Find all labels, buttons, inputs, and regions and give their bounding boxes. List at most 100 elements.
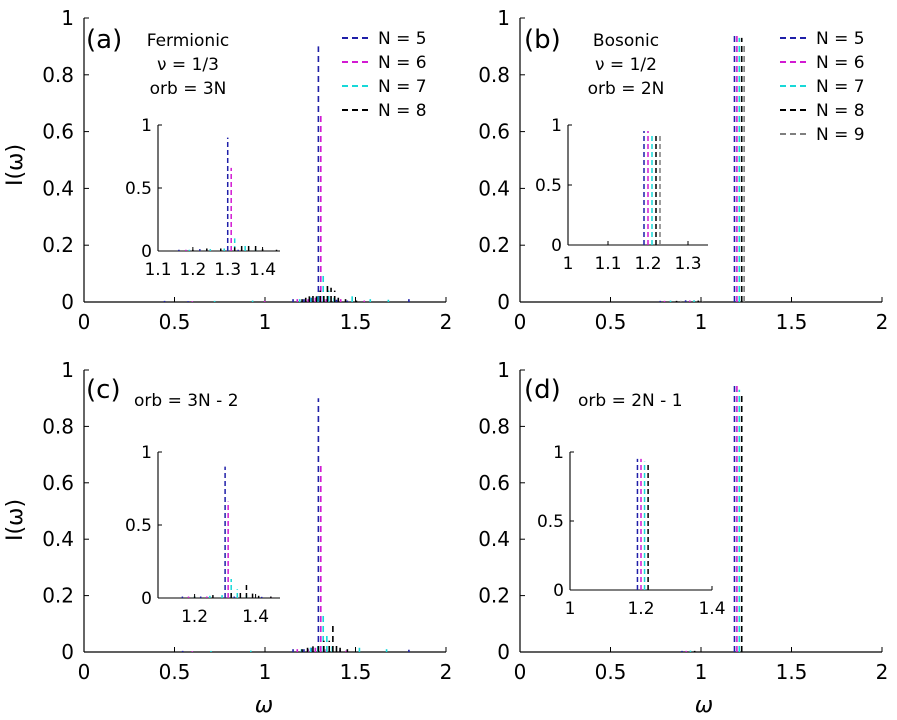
y-tick-label: 0.8 xyxy=(42,414,74,438)
inset-y-tick-label: 1 xyxy=(141,443,152,463)
inset-c: 1.2 1.4 0 0.5 1 xyxy=(125,443,280,627)
inset-x-tick-label: 1.2 xyxy=(181,607,208,627)
y-tick-label: 0.6 xyxy=(478,120,510,144)
series-n=7 xyxy=(689,389,741,652)
inset-y-tick-label: 0.5 xyxy=(125,179,152,199)
x-tick-label: 1 xyxy=(695,310,708,334)
legend-label: N = 5 xyxy=(816,29,865,49)
series-n=8 xyxy=(693,395,743,652)
x-tick-label: 1.5 xyxy=(340,660,372,684)
inset-y-tick-label: 0.5 xyxy=(535,176,562,196)
inset-a: 1.1 1.2 1.3 1.4 0 0.5 1 xyxy=(125,116,280,280)
inset-y-tick-label: 0.5 xyxy=(537,512,564,532)
annotation: Fermionic xyxy=(147,31,230,51)
y-axis-label-bottom: I(ω) xyxy=(3,499,28,541)
y-tick-label: 0.6 xyxy=(42,471,74,495)
x-tick-label: 0 xyxy=(514,310,527,334)
legend-label: N = 8 xyxy=(378,101,427,121)
inset-x-tick-label: 1.2 xyxy=(179,260,206,280)
panel-label: (a) xyxy=(86,25,122,55)
series-n=6 xyxy=(663,32,738,302)
annotation: ν = 1/2 xyxy=(595,55,657,75)
annotation: ν = 1/3 xyxy=(157,55,219,75)
x-tick-label: 2 xyxy=(440,310,453,334)
x-tick-label: 2 xyxy=(876,310,889,334)
panel-c: 0 0.5 1 1.5 2 0 0.2 0.4 0.6 0.8 1 (c) orb = 3N - 2 1.… xyxy=(42,358,452,684)
inset-y-tick-label: 1 xyxy=(553,443,564,463)
series-n=8 xyxy=(675,37,743,302)
series-n=6 xyxy=(685,384,738,652)
y-tick-label: 0.6 xyxy=(42,120,74,144)
series-n=6 xyxy=(191,465,347,652)
inset-x-tick-label: 1 xyxy=(565,599,576,619)
panel-d: 0 0.5 1 1.5 200.20.40.60.81(d) orb = 2N - 11 1… xyxy=(478,358,888,684)
y-tick-label: 1 xyxy=(497,6,510,30)
x-axis-label-right: ω xyxy=(695,693,713,718)
inset-x-tick-label: 1.4 xyxy=(698,599,725,619)
series-n=5 xyxy=(181,398,410,652)
inset-b: 1 1.1 1.2 1.3 0 0.5 1 xyxy=(535,116,708,274)
inset-y-tick-label: 0 xyxy=(141,589,152,609)
inset-x-tick-label: 1.2 xyxy=(634,254,661,274)
inset-x-tick-label: 1.3 xyxy=(214,260,241,280)
annotation: orb = 3N xyxy=(150,79,227,99)
inset-x-tick-label: 1.4 xyxy=(242,607,269,627)
x-tick-label: 2 xyxy=(876,660,889,684)
series-n=6 xyxy=(191,114,366,302)
y-tick-label: 0.4 xyxy=(42,176,74,200)
series-n=8 xyxy=(301,623,349,652)
inset-x-tick-label: 1 xyxy=(563,254,574,274)
inset-y-tick-label: 0.5 xyxy=(125,516,152,536)
y-tick-label: 0.2 xyxy=(478,233,510,257)
x-tick-label: 0.5 xyxy=(159,310,191,334)
inset-y-tick-label: 1 xyxy=(551,116,562,136)
panel-label: (d) xyxy=(524,375,561,405)
series-n=8 xyxy=(301,284,358,302)
y-tick-label: 0.2 xyxy=(42,233,74,257)
y-tick-label: 0 xyxy=(497,290,510,314)
inset-y-tick-label: 1 xyxy=(141,116,152,136)
panel-label: (c) xyxy=(86,375,121,405)
x-tick-label: 1 xyxy=(695,660,708,684)
series-n=5 xyxy=(681,384,736,652)
y-tick-label: 0.2 xyxy=(42,584,74,608)
inset-x-tick-label: 1.1 xyxy=(594,254,621,274)
y-tick-label: 0 xyxy=(61,290,74,314)
series-n=5 xyxy=(659,32,736,302)
series-n=7 xyxy=(669,37,741,302)
inset-d: 1 1.2 1.4 0 0.5 1 xyxy=(537,443,726,619)
x-axis-label-left: ω xyxy=(255,693,273,718)
series-n=9 xyxy=(679,43,745,302)
y-tick-label: 0.6 xyxy=(478,471,510,495)
y-tick-label: 1 xyxy=(61,358,74,382)
annotation: Bosonic xyxy=(593,31,659,51)
panel-a: 0 0.5 1 1.5 2 0 0.2 0.4 0.6 0.8 1 (a) Fermionic ν = 1… xyxy=(42,6,452,334)
y-tick-label: 0.8 xyxy=(478,414,510,438)
annotation: orb = 2N xyxy=(588,79,665,99)
x-tick-label: 0.5 xyxy=(595,310,627,334)
y-tick-label: 0.4 xyxy=(478,527,510,551)
x-tick-label: 2 xyxy=(440,660,453,684)
x-tick-label: 1.5 xyxy=(776,310,808,334)
legend-label: N = 6 xyxy=(816,53,865,73)
panel-b: 0 0.5 1 1.5 2 0 0.2 0.4 0.6 0.8 1 (b) Bosonic ν = 1/2… xyxy=(478,6,888,334)
y-tick-label: 0.2 xyxy=(478,584,510,608)
legend-label: N = 8 xyxy=(816,101,865,121)
annotation: orb = 2N - 1 xyxy=(578,391,683,411)
y-axis-label-top: I(ω) xyxy=(3,144,28,186)
x-tick-label: 1.5 xyxy=(340,310,372,334)
y-tick-label: 0 xyxy=(61,640,74,664)
legend-label: N = 9 xyxy=(816,125,865,145)
x-tick-label: 0.5 xyxy=(595,660,627,684)
y-tick-label: 0.8 xyxy=(478,63,510,87)
series-n=7 xyxy=(210,615,388,652)
panel-label: (b) xyxy=(524,25,561,55)
legend: N = 5 N = 6 N = 7 N = 8 N = 9 xyxy=(780,29,865,145)
y-tick-label: 1 xyxy=(61,6,74,30)
inset-y-tick-label: 0 xyxy=(553,581,564,601)
y-tick-label: 0.8 xyxy=(42,63,74,87)
inset-y-tick-label: 0 xyxy=(551,236,562,256)
inset-y-tick-label: 0 xyxy=(141,242,152,262)
x-tick-label: 0 xyxy=(78,310,91,334)
